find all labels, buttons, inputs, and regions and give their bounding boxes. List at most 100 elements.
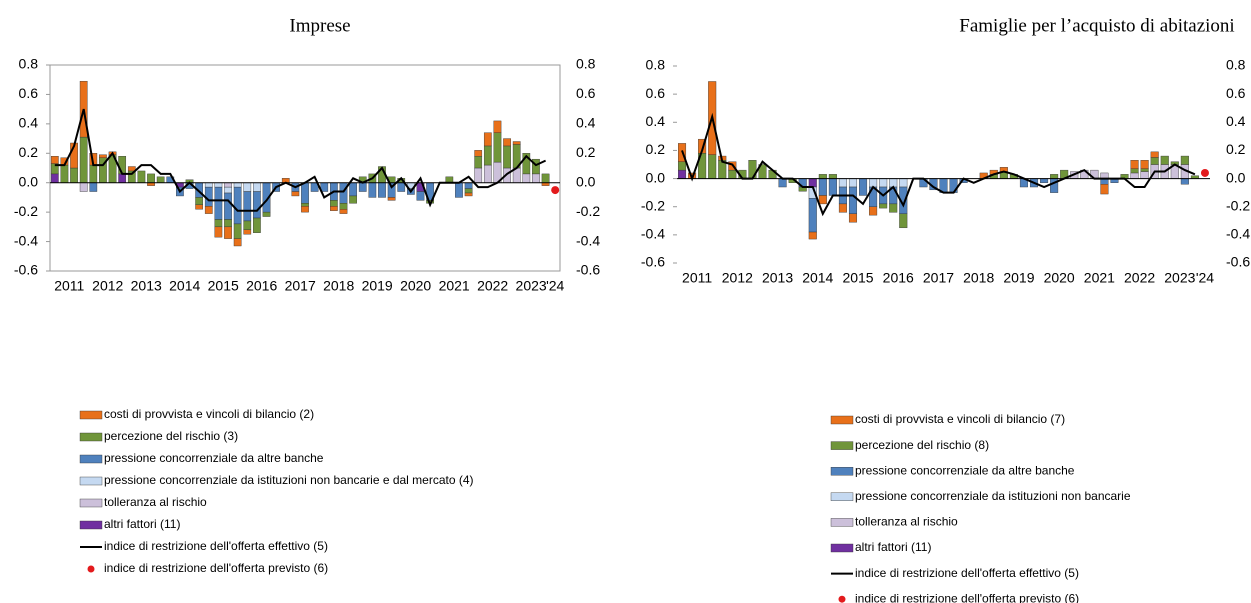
bar-segment bbox=[474, 167, 483, 183]
bar-segment bbox=[330, 200, 338, 207]
y-tick-label-right: 0.8 bbox=[1226, 57, 1246, 73]
y-tick-label: -0.2 bbox=[641, 197, 665, 213]
legend-swatch bbox=[838, 595, 846, 603]
x-tick-label: 2013 bbox=[131, 278, 162, 294]
legend-label: pressione concorrenziale da altre banche bbox=[104, 451, 324, 465]
bar-segment bbox=[301, 206, 309, 213]
x-tick-label: '24 bbox=[546, 278, 564, 294]
bar-segment bbox=[1040, 178, 1049, 183]
legend-label: tolleranza al rischio bbox=[104, 495, 207, 509]
bar-segment bbox=[262, 211, 271, 217]
legend-label: indice di restrizione dell'offerta effet… bbox=[104, 539, 328, 553]
bar-segment bbox=[214, 226, 223, 238]
bar-segment bbox=[541, 173, 550, 183]
forecast-point bbox=[1200, 168, 1209, 177]
y-tick-label-right: -0.4 bbox=[1226, 226, 1250, 242]
bar-segment bbox=[224, 226, 232, 239]
bar-segment bbox=[1130, 160, 1139, 169]
forecast-point bbox=[551, 186, 560, 195]
bar-segment bbox=[828, 178, 837, 196]
y-tick-label-right: -0.4 bbox=[576, 232, 600, 248]
bar-segment bbox=[1130, 168, 1139, 174]
bar-segment bbox=[243, 220, 252, 231]
y-tick-label: 0.4 bbox=[19, 115, 39, 131]
x-tick-label: 2020 bbox=[400, 278, 431, 294]
bar-segment bbox=[195, 204, 204, 210]
y-tick-label: 0.6 bbox=[19, 85, 39, 101]
bar-segment bbox=[1160, 155, 1169, 165]
y-tick-label: 0.0 bbox=[19, 173, 39, 189]
x-tick-label: 2013 bbox=[762, 270, 793, 286]
bar-segment bbox=[1150, 157, 1159, 165]
y-tick-label: -0.4 bbox=[14, 232, 38, 248]
x-tick-label: 2021 bbox=[1084, 270, 1115, 286]
legend-label: altri fattori (11) bbox=[855, 540, 931, 554]
chart-title: Famiglie per l’acquisto di abitazioni bbox=[959, 15, 1234, 36]
y-tick-label: 0.2 bbox=[646, 141, 666, 157]
bar-segment bbox=[214, 186, 223, 220]
bar-segment bbox=[483, 164, 492, 183]
bar-segment bbox=[233, 238, 242, 247]
legend-swatch bbox=[87, 565, 95, 573]
bar-segment bbox=[848, 178, 858, 188]
bar-segment bbox=[838, 203, 847, 213]
bar-segment bbox=[291, 191, 300, 197]
x-tick-label: 2017 bbox=[285, 278, 316, 294]
legend-label: tolleranza al rischio bbox=[855, 515, 958, 529]
y-tick-label-right: 0.0 bbox=[576, 173, 596, 189]
bar-segment bbox=[79, 136, 88, 183]
legend-swatch bbox=[79, 498, 103, 508]
line-series bbox=[681, 112, 1196, 217]
x-tick-label: 2018 bbox=[963, 270, 994, 286]
bar-segment bbox=[224, 219, 232, 228]
y-tick-label: -0.6 bbox=[14, 262, 38, 278]
bar-segment bbox=[156, 176, 165, 183]
bar-segment bbox=[808, 231, 817, 240]
x-tick-label: 2020 bbox=[1044, 270, 1075, 286]
bar-segment bbox=[483, 132, 492, 147]
x-tick-label: 2019 bbox=[1003, 270, 1034, 286]
bar-segment bbox=[118, 173, 127, 183]
bar-segment bbox=[243, 182, 252, 192]
legend-label: indice di restrizione dell'offerta effet… bbox=[855, 566, 1079, 580]
bar-segment bbox=[1140, 171, 1149, 179]
y-tick-label: 0.8 bbox=[646, 57, 666, 73]
bar-segment bbox=[678, 161, 687, 171]
y-tick-label-right: 0.0 bbox=[1226, 169, 1246, 185]
legend-swatch bbox=[79, 432, 103, 442]
bar-segment bbox=[339, 208, 348, 214]
bar-segment bbox=[397, 182, 406, 192]
bar-segment bbox=[243, 229, 252, 235]
bar-segment bbox=[204, 206, 213, 214]
x-tick-label: 2015 bbox=[208, 278, 239, 294]
bar-segment bbox=[358, 182, 367, 192]
x-tick-label: 2016 bbox=[883, 270, 914, 286]
legend-label: pressione concorrenziale da altre banche bbox=[855, 463, 1075, 477]
legend-swatch bbox=[830, 415, 854, 425]
bar-segment bbox=[233, 182, 242, 188]
x-tick-label: 2014 bbox=[169, 278, 200, 294]
x-tick-label: 2021 bbox=[439, 278, 470, 294]
y-tick-label: -0.4 bbox=[641, 226, 665, 242]
legend-swatch bbox=[79, 520, 103, 530]
x-tick-label: 2011 bbox=[682, 270, 712, 286]
bar-segment bbox=[387, 197, 396, 201]
y-tick-label-right: -0.2 bbox=[576, 203, 600, 219]
legend-swatch bbox=[830, 441, 854, 450]
legend-swatch bbox=[830, 518, 854, 527]
x-tick-label: 2014 bbox=[802, 270, 833, 286]
bar-segment bbox=[1180, 178, 1189, 185]
y-tick-label-right: 0.4 bbox=[576, 115, 596, 131]
bar-segment bbox=[147, 173, 155, 183]
legend-swatch bbox=[830, 492, 854, 501]
bar-segment bbox=[808, 198, 817, 233]
y-tick-label-right: 0.2 bbox=[1226, 141, 1246, 157]
x-tick-label: 2011 bbox=[54, 278, 84, 294]
bar-segment bbox=[70, 167, 78, 183]
bar-segment bbox=[464, 192, 473, 197]
bar-segment bbox=[899, 178, 908, 188]
y-tick-label: 0.6 bbox=[646, 85, 666, 101]
bar-segment bbox=[1180, 155, 1189, 165]
bar-segment bbox=[532, 173, 540, 183]
bar-segment bbox=[522, 153, 531, 175]
